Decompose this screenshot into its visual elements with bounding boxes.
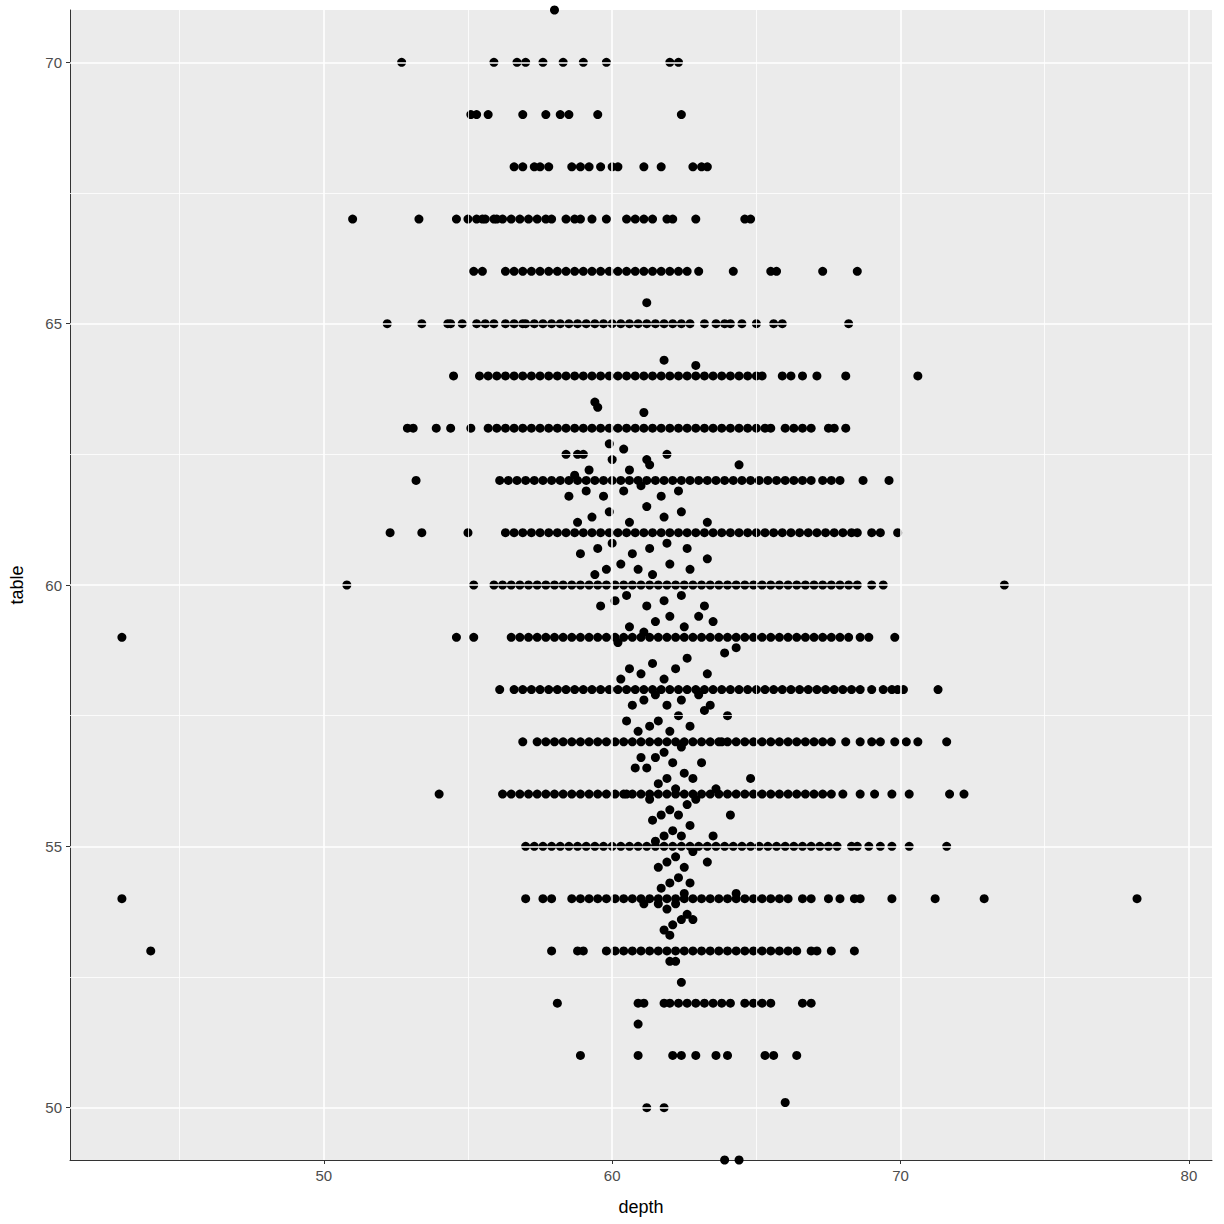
- svg-text:55: 55: [45, 838, 62, 855]
- svg-text:60: 60: [45, 577, 62, 594]
- svg-text:table: table: [7, 565, 27, 604]
- svg-text:60: 60: [604, 1167, 621, 1184]
- svg-text:depth: depth: [618, 1197, 663, 1217]
- svg-text:50: 50: [315, 1167, 332, 1184]
- svg-text:50: 50: [45, 1099, 62, 1116]
- svg-text:70: 70: [45, 54, 62, 71]
- svg-text:80: 80: [1181, 1167, 1198, 1184]
- svg-text:65: 65: [45, 315, 62, 332]
- svg-text:70: 70: [892, 1167, 909, 1184]
